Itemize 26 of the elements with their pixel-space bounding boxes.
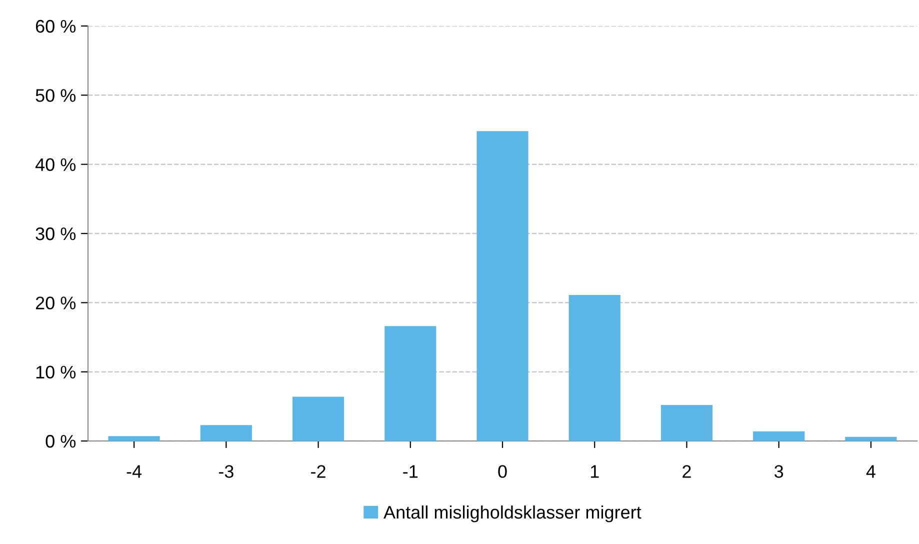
x-tick-label: -3 [218, 465, 234, 478]
bar [200, 425, 252, 441]
y-tick-label: 20 % [36, 296, 76, 310]
bar [292, 396, 344, 441]
x-tick-label: 1 [590, 465, 599, 478]
y-tick-label: 0 % [46, 434, 76, 448]
bar [108, 436, 160, 441]
y-tick-label: 30 % [36, 227, 76, 240]
x-tick-label: -2 [311, 465, 326, 478]
x-tick-label: 2 [682, 465, 691, 478]
y-tick-label: 50 % [36, 89, 76, 102]
x-tick-label: -1 [403, 465, 418, 478]
legend-label: Antall misligholdsklasser migrert [384, 505, 642, 522]
bar [568, 295, 620, 441]
bar [660, 405, 713, 441]
bar [476, 131, 528, 441]
x-tick-label: 4 [866, 465, 876, 478]
x-tick-label: 3 [774, 465, 784, 478]
x-tick-label: -4 [126, 465, 142, 478]
y-tick-label: 60 % [36, 20, 76, 33]
x-tick-label: 0 [498, 465, 507, 478]
y-tick-label: 40 % [35, 158, 76, 172]
bar [845, 436, 897, 441]
bar [753, 431, 805, 441]
bar [384, 326, 436, 441]
y-tick-label: 10 % [36, 366, 76, 379]
